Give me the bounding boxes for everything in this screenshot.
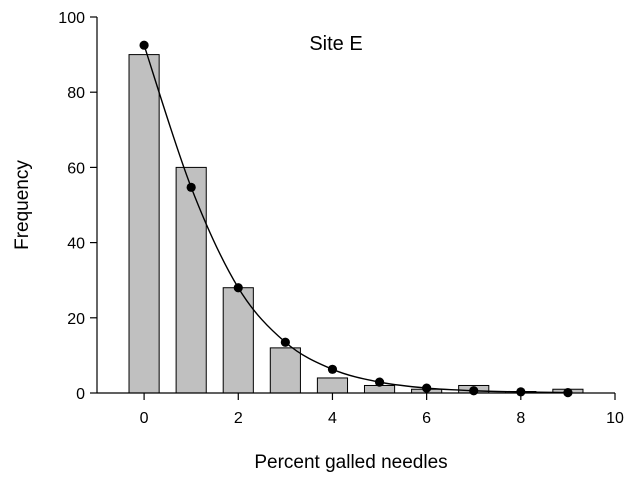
axes-layer bbox=[96, 17, 615, 394]
curve-point-4 bbox=[327, 364, 338, 374]
y-tick-label-100: 100 bbox=[58, 10, 85, 27]
fitted-curve-line bbox=[143, 44, 568, 394]
bars-layer bbox=[128, 54, 584, 394]
y-axis-title: Frequency bbox=[12, 160, 33, 250]
x-tick-label-6: 6 bbox=[422, 410, 431, 427]
curve-point-7 bbox=[469, 386, 479, 396]
y-tick-label-40: 40 bbox=[67, 236, 85, 253]
bar-0 bbox=[128, 54, 160, 394]
bar-2 bbox=[222, 287, 254, 394]
ticks-layer: 0 20 40 60 80 100 0 2 4 6 8 10 bbox=[58, 10, 624, 427]
bar-1 bbox=[175, 166, 207, 394]
curve-point-5 bbox=[374, 377, 385, 387]
chart-annotation: Site E bbox=[309, 33, 362, 55]
curve-point-8 bbox=[516, 387, 526, 397]
curve-point-3 bbox=[280, 337, 290, 347]
x-axis-title: Percent galled needles bbox=[254, 452, 447, 473]
y-tick-label-0: 0 bbox=[76, 386, 85, 403]
x-tick-label-8: 8 bbox=[516, 410, 525, 427]
x-tick-label-10: 10 bbox=[606, 410, 624, 427]
curve-point-1 bbox=[186, 182, 196, 192]
x-tick-label-2: 2 bbox=[234, 410, 243, 427]
y-tick-label-20: 20 bbox=[67, 311, 85, 328]
y-tick-label-60: 60 bbox=[67, 160, 85, 177]
curve-point-6 bbox=[422, 383, 432, 393]
x-tick-label-0: 0 bbox=[140, 410, 149, 427]
y-tick-label-80: 80 bbox=[67, 85, 85, 102]
x-tick-label-4: 4 bbox=[328, 410, 337, 427]
curve-point-0 bbox=[139, 40, 149, 50]
curve-point-2 bbox=[233, 283, 243, 293]
bar-3 bbox=[269, 347, 301, 394]
bar-4 bbox=[316, 377, 349, 394]
